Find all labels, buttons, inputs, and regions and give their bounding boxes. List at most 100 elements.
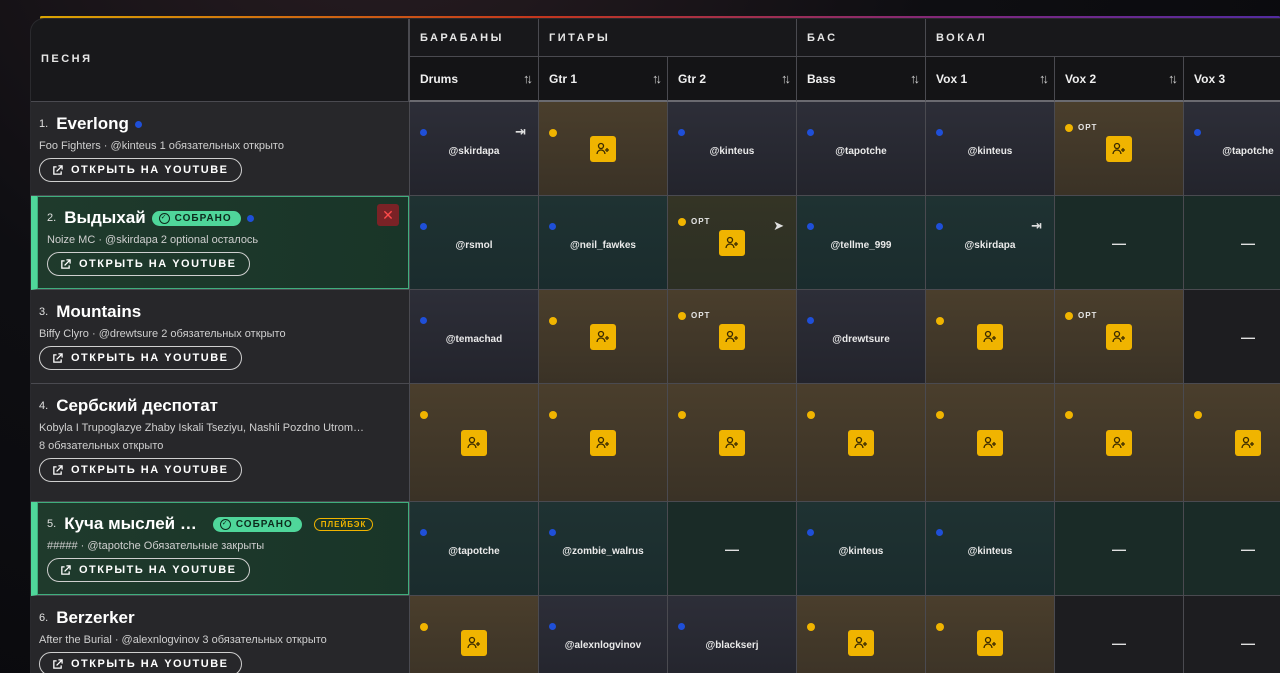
- song-row-serbsky-despotat: 4. Сербский деспотат Kobyla I Trupoglazye…: [31, 384, 409, 502]
- slot-cell[interactable]: OPT: [1054, 102, 1183, 196]
- add-user-icon: [1241, 436, 1254, 448]
- open-youtube-button[interactable]: ОТКРЫТЬ НА YOUTUBE: [39, 158, 242, 182]
- add-user-button[interactable]: [590, 323, 616, 350]
- empty-slot-dash: —: [725, 540, 739, 557]
- slot-cell[interactable]: [925, 384, 1054, 502]
- slot-cell[interactable]: @kinteus: [925, 502, 1054, 596]
- slot-user: @skirdapa: [448, 146, 500, 157]
- slot-user: @kinteus: [709, 146, 755, 157]
- slot-cell[interactable]: [538, 290, 667, 384]
- song-number: 1.: [39, 118, 49, 130]
- add-user-icon: [1112, 142, 1125, 154]
- add-user-button[interactable]: [977, 323, 1003, 350]
- slot-cell[interactable]: @kinteus: [667, 102, 796, 196]
- col-header-gtr1[interactable]: Gtr 1 ↑↓: [538, 57, 667, 102]
- add-user-button[interactable]: [848, 629, 874, 656]
- sort-icon[interactable]: ↑↓: [523, 71, 533, 86]
- status-dot: [936, 623, 944, 631]
- add-user-button[interactable]: [719, 323, 745, 350]
- col-header-bass[interactable]: Bass ↑↓: [796, 57, 925, 102]
- badge-label: СОБРАНО: [174, 212, 232, 224]
- slot-cell[interactable]: ⇥ @skirdapa: [409, 102, 538, 196]
- open-youtube-button[interactable]: ОТКРЫТЬ НА YOUTUBE: [39, 652, 242, 673]
- col-header-vox3[interactable]: Vox 3↑↓: [1183, 57, 1280, 102]
- add-user-button[interactable]: [719, 429, 745, 456]
- slot-cell[interactable]: OPT: [667, 290, 796, 384]
- slot-cell[interactable]: @kinteus: [925, 102, 1054, 196]
- optional-tag: OPT: [1065, 123, 1097, 132]
- status-dot: [420, 411, 428, 419]
- add-user-button[interactable]: [1235, 429, 1261, 456]
- slot-cell[interactable]: @tellme_999: [796, 196, 925, 290]
- status-dot: [807, 317, 814, 324]
- col-header-drums[interactable]: Drums ↑↓: [409, 57, 538, 102]
- slot-cell[interactable]: [1183, 384, 1280, 502]
- slot-cell[interactable]: @temachad: [409, 290, 538, 384]
- send-icon[interactable]: ➤: [773, 218, 784, 233]
- add-user-button[interactable]: [1106, 323, 1132, 350]
- sort-icon[interactable]: ↑↓: [1039, 71, 1049, 86]
- song-row-mountains: 3. Mountains Biffy Clyro · @drewtsure 2 о…: [31, 290, 409, 384]
- optional-label: OPT: [691, 217, 711, 226]
- add-user-button[interactable]: [848, 429, 874, 456]
- slot-cell[interactable]: [667, 384, 796, 502]
- sort-icon[interactable]: ↑↓: [910, 71, 920, 86]
- add-user-button[interactable]: [1106, 135, 1132, 162]
- group-header-drums: БАРАБАНЫ: [409, 19, 538, 57]
- slot-cell[interactable]: @kinteus: [796, 502, 925, 596]
- slot-cell[interactable]: [796, 596, 925, 673]
- add-user-button[interactable]: [977, 629, 1003, 656]
- delete-button[interactable]: ✕: [377, 204, 399, 226]
- add-user-button[interactable]: [977, 429, 1003, 456]
- add-user-button[interactable]: [719, 229, 745, 256]
- status-dot: [134, 120, 142, 128]
- col-header-label: Bass: [807, 71, 836, 86]
- open-youtube-button[interactable]: ОТКРЫТЬ НА YOUTUBE: [39, 346, 242, 370]
- slot-cell[interactable]: @drewtsure: [796, 290, 925, 384]
- status-dot: [936, 317, 944, 325]
- slot-cell[interactable]: @rsmol: [409, 196, 538, 290]
- status-dot: [936, 223, 943, 230]
- slot-cell[interactable]: OPT: [1054, 290, 1183, 384]
- slot-cell[interactable]: [925, 596, 1054, 673]
- col-header-label: Vox 1: [936, 71, 968, 86]
- slot-cell[interactable]: @zombie_walrus: [538, 502, 667, 596]
- add-user-button[interactable]: [461, 629, 487, 656]
- slot-cell[interactable]: [409, 596, 538, 673]
- group-header-guitars: ГИТАРЫ: [538, 19, 796, 57]
- slot-cell[interactable]: @tapotche: [796, 102, 925, 196]
- slot-cell[interactable]: @tapotche: [1183, 102, 1280, 196]
- slot-cell[interactable]: @neil_fawkes: [538, 196, 667, 290]
- add-user-button[interactable]: [590, 135, 616, 162]
- slot-cell[interactable]: [1054, 384, 1183, 502]
- leave-icon[interactable]: ⇥: [1031, 218, 1042, 233]
- open-youtube-button[interactable]: ОТКРЫТЬ НА YOUTUBE: [47, 252, 250, 276]
- col-header-vox1[interactable]: Vox 1 ↑↓: [925, 57, 1054, 102]
- top-accent-line: [40, 16, 1280, 19]
- status-dot: [1065, 411, 1073, 419]
- slot-cell[interactable]: [538, 102, 667, 196]
- add-user-button[interactable]: [461, 429, 487, 456]
- slot-cell[interactable]: OPT ➤: [667, 196, 796, 290]
- sort-icon[interactable]: ↑↓: [781, 71, 791, 86]
- slot-cell[interactable]: [409, 384, 538, 502]
- status-dot: [807, 623, 815, 631]
- slot-cell[interactable]: [796, 384, 925, 502]
- add-user-button[interactable]: [1106, 429, 1132, 456]
- add-user-button[interactable]: [590, 429, 616, 456]
- open-youtube-button[interactable]: ОТКРЫТЬ НА YOUTUBE: [39, 458, 242, 482]
- leave-icon[interactable]: ⇥: [515, 124, 526, 139]
- slot-cell[interactable]: [538, 384, 667, 502]
- slot-cell[interactable]: [925, 290, 1054, 384]
- col-header-gtr2[interactable]: Gtr 2 ↑↓: [667, 57, 796, 102]
- slot-cell[interactable]: @alexnlogvinov: [538, 596, 667, 673]
- slot-cell[interactable]: @tapotche: [409, 502, 538, 596]
- slot-cell[interactable]: @blackserj: [667, 596, 796, 673]
- slot-cell[interactable]: ⇥ @skirdapa: [925, 196, 1054, 290]
- song-meta-extra: 8 обязательных открыто: [39, 440, 164, 452]
- sort-icon[interactable]: ↑↓: [1168, 71, 1178, 86]
- open-youtube-button[interactable]: ОТКРЫТЬ НА YOUTUBE: [47, 558, 250, 582]
- col-header-vox2[interactable]: Vox 2 ↑↓: [1054, 57, 1183, 102]
- sort-icon[interactable]: ↑↓: [652, 71, 662, 86]
- slot-user: @rsmol: [455, 240, 493, 251]
